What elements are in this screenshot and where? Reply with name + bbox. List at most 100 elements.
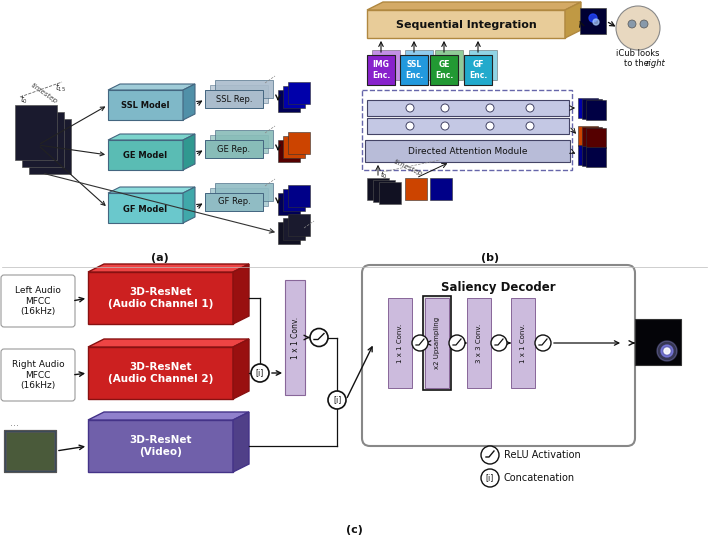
Text: timestep: timestep <box>393 159 423 177</box>
Bar <box>372 50 400 80</box>
Text: GF
Enc.: GF Enc. <box>469 60 487 80</box>
Circle shape <box>664 348 670 354</box>
Circle shape <box>486 122 494 130</box>
Circle shape <box>406 122 414 130</box>
Bar <box>405 50 433 80</box>
Bar <box>464 55 492 85</box>
Bar <box>210 85 268 103</box>
Polygon shape <box>565 2 581 38</box>
Bar <box>367 100 569 116</box>
Circle shape <box>441 104 449 112</box>
Text: 1 x 1 Conv.: 1 x 1 Conv. <box>397 323 403 363</box>
Bar <box>586 100 606 121</box>
Text: $t_{15}$: $t_{15}$ <box>55 82 66 94</box>
Bar <box>367 55 395 85</box>
Text: [i]: [i] <box>333 395 341 405</box>
Bar <box>278 222 300 244</box>
Bar <box>288 185 310 207</box>
Circle shape <box>310 329 328 347</box>
Bar <box>464 55 492 85</box>
Bar <box>578 145 598 165</box>
Text: $t_0$: $t_0$ <box>380 169 388 181</box>
Polygon shape <box>108 187 195 193</box>
Polygon shape <box>233 339 249 399</box>
Bar <box>210 188 268 206</box>
Text: [i]: [i] <box>256 369 264 377</box>
Text: 3D-ResNet
(Audio Channel 1): 3D-ResNet (Audio Channel 1) <box>108 287 213 309</box>
Bar <box>288 214 310 236</box>
Circle shape <box>657 341 677 361</box>
Polygon shape <box>108 193 183 223</box>
Bar <box>586 128 606 149</box>
Bar <box>367 178 389 200</box>
Text: 3 x 3 Conv.: 3 x 3 Conv. <box>476 323 482 363</box>
Text: SSL Model: SSL Model <box>121 102 169 110</box>
Text: iCub looks: iCub looks <box>616 50 660 58</box>
Text: GE Model: GE Model <box>123 151 167 161</box>
Circle shape <box>526 122 534 130</box>
Polygon shape <box>233 412 249 472</box>
Polygon shape <box>183 134 195 170</box>
Bar <box>205 193 263 211</box>
Circle shape <box>412 335 428 351</box>
Polygon shape <box>88 420 233 472</box>
Text: SSL Rep.: SSL Rep. <box>216 94 252 104</box>
Polygon shape <box>88 264 249 272</box>
Text: Saliency Decoder: Saliency Decoder <box>441 281 556 294</box>
Bar <box>288 82 310 104</box>
Text: Concatenation: Concatenation <box>504 473 575 483</box>
Circle shape <box>640 20 648 28</box>
Text: GE
Enc.: GE Enc. <box>435 60 453 80</box>
Bar <box>430 55 458 85</box>
Polygon shape <box>233 264 249 324</box>
Text: ...: ... <box>10 418 19 428</box>
Text: IMG
Enc.: IMG Enc. <box>372 60 390 80</box>
Circle shape <box>491 335 507 351</box>
Bar <box>469 50 497 80</box>
Bar <box>278 90 300 112</box>
Bar <box>283 189 305 211</box>
Bar <box>430 55 458 85</box>
Text: (b): (b) <box>481 253 499 263</box>
Bar <box>15 105 57 160</box>
Bar <box>4 430 56 472</box>
Bar <box>29 119 71 174</box>
Bar <box>205 90 263 108</box>
Circle shape <box>593 19 599 25</box>
Bar <box>367 118 569 134</box>
Bar <box>400 55 428 85</box>
Text: Directed Attention Module: Directed Attention Module <box>408 146 527 156</box>
Text: 1 x 1 Conv.: 1 x 1 Conv. <box>520 323 526 363</box>
Bar <box>278 193 300 215</box>
Bar <box>367 55 395 85</box>
Bar <box>435 50 463 80</box>
Bar <box>467 298 491 388</box>
Circle shape <box>449 335 465 351</box>
Bar <box>580 8 606 34</box>
Text: SSL
Enc.: SSL Enc. <box>405 60 423 80</box>
Text: to the: to the <box>624 58 652 68</box>
Bar <box>425 298 449 388</box>
FancyBboxPatch shape <box>1 349 75 401</box>
Bar <box>22 112 64 167</box>
Bar <box>388 298 412 388</box>
Text: GF Model: GF Model <box>123 205 167 213</box>
Polygon shape <box>367 2 581 10</box>
Polygon shape <box>367 10 565 38</box>
Text: Sequential Integration: Sequential Integration <box>396 20 537 30</box>
Bar <box>635 319 681 365</box>
Text: $t_0$: $t_0$ <box>20 94 28 106</box>
Circle shape <box>328 391 346 409</box>
Bar <box>430 178 452 200</box>
Bar <box>4 430 56 472</box>
Bar <box>400 55 428 85</box>
Circle shape <box>661 345 673 357</box>
Bar <box>205 193 263 211</box>
Text: timestep: timestep <box>30 81 59 104</box>
Bar <box>215 80 273 98</box>
Text: (c): (c) <box>345 525 362 535</box>
Text: right: right <box>646 58 666 68</box>
Polygon shape <box>88 412 249 420</box>
Circle shape <box>628 20 636 28</box>
Bar <box>582 146 602 166</box>
